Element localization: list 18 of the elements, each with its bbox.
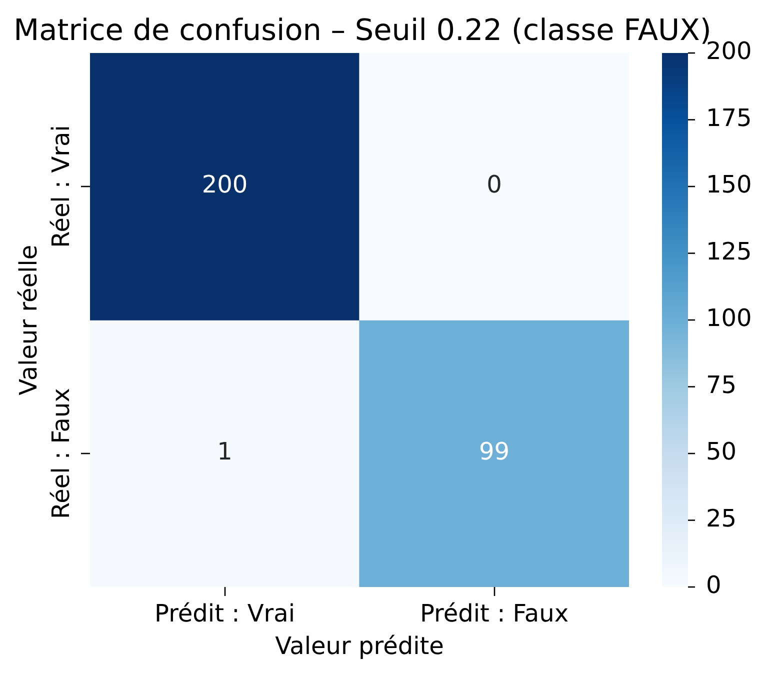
x-axis-title: Valeur prédite [275, 632, 444, 660]
data-label: 0 [486, 170, 502, 199]
color-bar-label: 25 [706, 504, 737, 532]
data-label: 1 [217, 438, 232, 466]
y-axis-title: Valeur réelle [14, 244, 43, 396]
data-label: 200 [202, 170, 248, 199]
color-bar-label: 50 [706, 438, 737, 466]
color-bar-label: 100 [706, 304, 752, 332]
color-bar-label: 0 [706, 571, 722, 600]
color-bar-label: 150 [706, 170, 752, 199]
y-tick-label: Réel : Faux [47, 388, 76, 519]
x-tick-label: Prédit : Faux [420, 600, 569, 628]
color-bar-label: 125 [706, 237, 752, 266]
color-bar-label: 75 [706, 370, 737, 399]
data-label: 99 [478, 438, 510, 466]
y-tick-label: Réel : Vrai [47, 125, 76, 248]
x-tick-label: Prédit : Vrai [154, 600, 295, 628]
color-bar-label: 175 [706, 104, 752, 132]
